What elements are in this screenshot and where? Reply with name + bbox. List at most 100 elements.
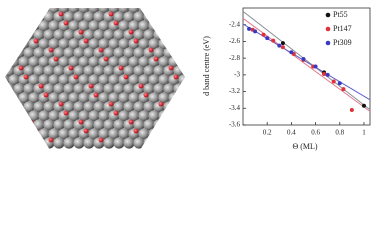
- atom: [33, 65, 45, 77]
- atom: [98, 92, 110, 104]
- adsorbate: [78, 29, 84, 35]
- atom: [53, 47, 65, 59]
- adsorbate: [48, 47, 54, 53]
- atom: [138, 128, 150, 140]
- atom: [93, 65, 105, 77]
- atom: [128, 56, 140, 68]
- atom: [108, 128, 120, 140]
- adsorbate: [44, 3, 49, 8]
- atom: [103, 47, 115, 59]
- atom: [18, 110, 30, 122]
- atom: [48, 20, 60, 32]
- atom: [163, 101, 175, 113]
- atom: [5, 92, 10, 104]
- atom: [5, 119, 15, 131]
- atom: [128, 74, 140, 86]
- atom: [43, 11, 55, 23]
- atom: [5, 38, 10, 50]
- atom: [103, 137, 115, 149]
- atom: [68, 38, 80, 50]
- atom: [158, 8, 170, 14]
- atom: [168, 38, 180, 50]
- adsorbate: [153, 56, 159, 62]
- adsorbate: [128, 29, 134, 35]
- adsorbate: [108, 101, 114, 107]
- atom: [103, 29, 115, 41]
- adsorbate: [38, 83, 44, 89]
- adsorbate: [93, 92, 99, 98]
- atom: [13, 119, 25, 131]
- adsorbate: [58, 11, 64, 17]
- atom: [108, 38, 120, 50]
- atom: [178, 38, 185, 50]
- atom: [118, 110, 130, 122]
- atom: [108, 8, 120, 14]
- adsorbate: [88, 83, 94, 89]
- legend-marker: [325, 12, 331, 18]
- atom: [158, 56, 170, 68]
- atom: [118, 20, 130, 32]
- atom: [148, 110, 160, 122]
- atom: [158, 20, 170, 32]
- atom: [48, 38, 60, 50]
- y-axis-label: d band centre (eV): [202, 36, 211, 96]
- atom: [133, 65, 145, 77]
- atom: [88, 74, 100, 86]
- atom: [103, 65, 115, 77]
- atom: [38, 38, 50, 50]
- atom: [83, 47, 95, 59]
- atom: [73, 101, 85, 113]
- atom: [33, 47, 45, 59]
- adsorbate: [144, 3, 149, 8]
- point: [247, 26, 252, 31]
- atom: [23, 83, 35, 95]
- atom: [113, 29, 125, 41]
- atom: [43, 65, 55, 77]
- chart: d band centre (eV) Θ (ML) -2.4 -2.6 -2.8 -3…: [202, 7, 371, 151]
- atom: [8, 92, 20, 104]
- atom: [118, 8, 130, 14]
- adsorbate: [28, 29, 34, 35]
- atom: [83, 11, 95, 23]
- atom: [128, 92, 140, 104]
- fit-line: [242, 11, 371, 110]
- atom: [88, 110, 100, 122]
- atom: [43, 83, 55, 95]
- atom: [143, 101, 155, 113]
- atom: [13, 83, 25, 95]
- atom: [128, 20, 140, 32]
- atom: [178, 56, 185, 68]
- point: [301, 56, 306, 61]
- atom: [48, 8, 60, 14]
- atom: [73, 11, 85, 23]
- atom: [168, 8, 180, 14]
- y-tick-label: -2.8: [229, 54, 241, 62]
- atom: [83, 101, 95, 113]
- atom: [103, 83, 115, 95]
- atom: [163, 83, 175, 95]
- atom: [128, 110, 140, 122]
- atom: [163, 11, 175, 23]
- point: [349, 107, 354, 112]
- atom: [133, 11, 145, 23]
- atom: [123, 65, 135, 77]
- atom: [113, 83, 125, 95]
- atom: [58, 128, 70, 140]
- atom: [143, 137, 155, 149]
- atom: [63, 47, 75, 59]
- atom: [148, 8, 160, 14]
- point: [341, 87, 346, 92]
- atom: [48, 74, 60, 86]
- atom: [153, 11, 165, 23]
- atom: [113, 137, 125, 149]
- atom: [158, 74, 170, 86]
- atom: [173, 137, 185, 149]
- atom: [88, 56, 100, 68]
- plot-frame: [242, 7, 371, 126]
- atom: [8, 38, 20, 50]
- atom: [63, 137, 75, 149]
- atom: [123, 11, 135, 23]
- atom: [153, 83, 165, 95]
- atom: [5, 128, 10, 140]
- adsorbate: [158, 101, 164, 107]
